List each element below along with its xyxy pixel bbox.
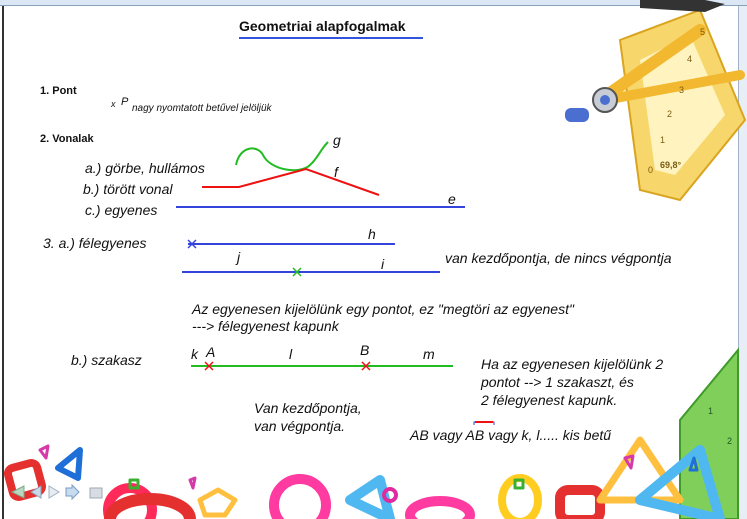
broken-line-f	[202, 167, 380, 196]
segment-desc-2: van végpontja.	[254, 418, 346, 434]
ruler-compass-decoration	[565, 0, 747, 202]
next-icon[interactable]	[46, 484, 62, 500]
ray-explanation-1: Az egyenesen kijelölünk egy pontot, ez "…	[192, 301, 574, 317]
triangle-number-1: 1	[708, 406, 713, 416]
ruler-angle: 69,8°	[660, 160, 682, 170]
straight-line-label: c.) egyenes	[85, 202, 158, 218]
scrollbar[interactable]	[738, 6, 747, 519]
segment-right-2: pontot --> 1 szakaszt, és	[481, 374, 634, 390]
label-m: m	[423, 346, 435, 362]
label-A: A	[206, 344, 216, 360]
left-border	[2, 6, 4, 519]
window-top-bar	[0, 0, 747, 6]
page-title: Geometriai alapfogalmak	[239, 18, 406, 34]
ray-label: 3. a.) félegyenes	[43, 235, 147, 251]
segment-label: b.) szakasz	[71, 352, 142, 368]
prev-icon[interactable]	[28, 484, 44, 500]
title-underline	[239, 37, 423, 39]
triangle-ruler-decoration	[679, 347, 739, 519]
ray-explanation-2: ---> félegyenest kapunk	[192, 318, 339, 334]
label-h: h	[368, 226, 376, 242]
broken-line-label: b.) törött vonal	[83, 181, 173, 197]
label-k: k	[191, 346, 198, 362]
ruler-number-4: 4	[687, 54, 692, 64]
ray-start-x	[187, 239, 197, 249]
curve-g	[235, 141, 329, 172]
first-icon[interactable]	[10, 484, 26, 500]
point-label: P	[121, 96, 129, 108]
label-j: j	[237, 249, 241, 265]
point-B-x	[361, 361, 371, 371]
ruler-number-0: 0	[648, 165, 653, 175]
notation-part-1: AB vagy	[410, 427, 466, 443]
ruler-number-2: 2	[667, 109, 672, 119]
point-note: nagy nyomtatott betűvel jelöljük	[132, 103, 272, 114]
menu-icon[interactable]	[88, 484, 104, 500]
segment-notation: AB vagy AB vagy k, l..... kis betű	[410, 427, 611, 443]
segment-desc-1: Van kezdőpontja,	[254, 400, 362, 416]
ruler-number-5: 5	[700, 27, 705, 37]
ruler-number-3: 3	[679, 85, 684, 95]
ruler-number-1: 1	[660, 135, 665, 145]
curve-label: a.) görbe, hullámos	[85, 160, 205, 176]
triangle-number-2: 2	[727, 436, 732, 446]
segment-right-3: 2 félegyenest kapunk.	[481, 392, 618, 408]
label-e: e	[448, 191, 456, 207]
label-i: i	[381, 256, 385, 272]
section-vonalak-heading: 2. Vonalak	[40, 133, 94, 145]
segment-right-1: Ha az egyenesen kijelölünk 2	[481, 356, 664, 372]
label-f: f	[334, 164, 338, 180]
notation-ab-overline: AB	[465, 427, 485, 443]
section-pont-heading: 1. Pont	[40, 85, 77, 97]
label-l: l	[289, 346, 293, 362]
point-marker: x	[111, 99, 116, 109]
point-A-x	[204, 361, 214, 371]
split-point-x	[292, 267, 302, 277]
label-B: B	[360, 342, 370, 358]
forward-icon[interactable]	[64, 484, 80, 500]
notation-part-3: vagy k, l..... kis betű	[484, 427, 612, 443]
ray-description: van kezdőpontja, de nincs végpontja	[445, 250, 672, 266]
label-g: g	[333, 132, 341, 148]
colorful-shapes-decoration	[3, 436, 725, 519]
